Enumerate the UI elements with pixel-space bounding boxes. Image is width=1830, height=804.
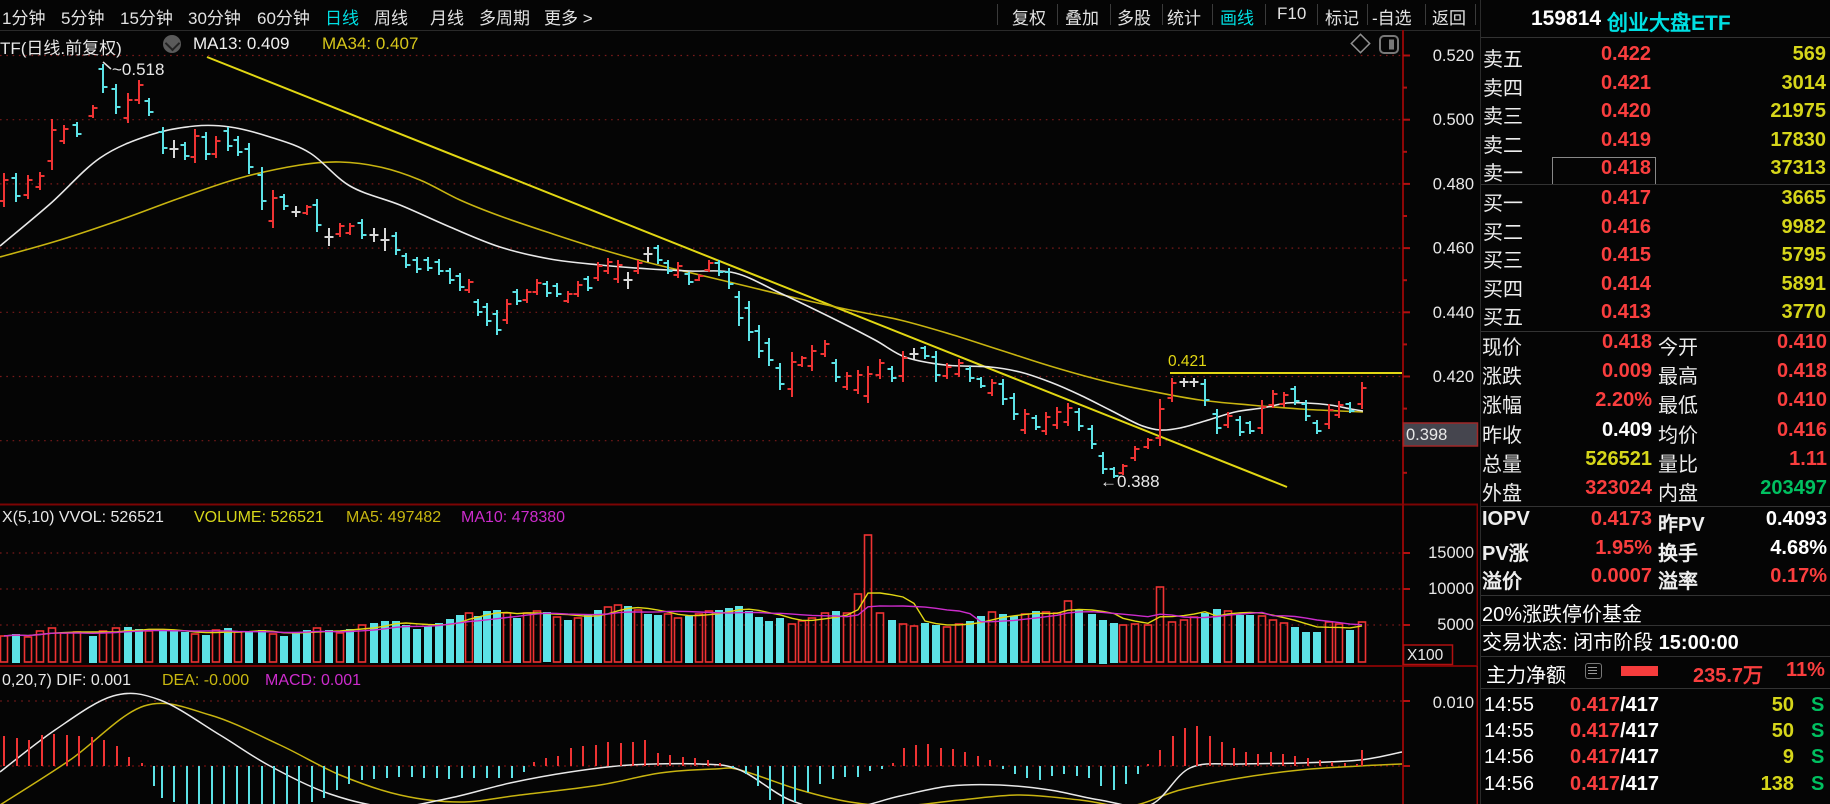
svg-text:0.440: 0.440 bbox=[1433, 304, 1474, 322]
svg-text:0.520: 0.520 bbox=[1433, 47, 1474, 65]
svg-text:←0.388: ←0.388 bbox=[1100, 472, 1160, 491]
svg-text:0.010: 0.010 bbox=[1433, 694, 1474, 712]
svg-text:0.398: 0.398 bbox=[1406, 426, 1447, 444]
svg-text:0.480: 0.480 bbox=[1433, 175, 1474, 193]
svg-text:10000: 10000 bbox=[1428, 580, 1474, 598]
svg-text:15000: 15000 bbox=[1428, 544, 1474, 562]
svg-text:0.421: 0.421 bbox=[1168, 353, 1207, 370]
svg-text:0.500: 0.500 bbox=[1433, 111, 1474, 129]
svg-text:5000: 5000 bbox=[1437, 616, 1474, 634]
svg-text:~0.518: ~0.518 bbox=[112, 60, 164, 79]
svg-text:0.420: 0.420 bbox=[1433, 368, 1474, 386]
svg-text:0.460: 0.460 bbox=[1433, 240, 1474, 258]
svg-text:X100: X100 bbox=[1407, 647, 1444, 664]
